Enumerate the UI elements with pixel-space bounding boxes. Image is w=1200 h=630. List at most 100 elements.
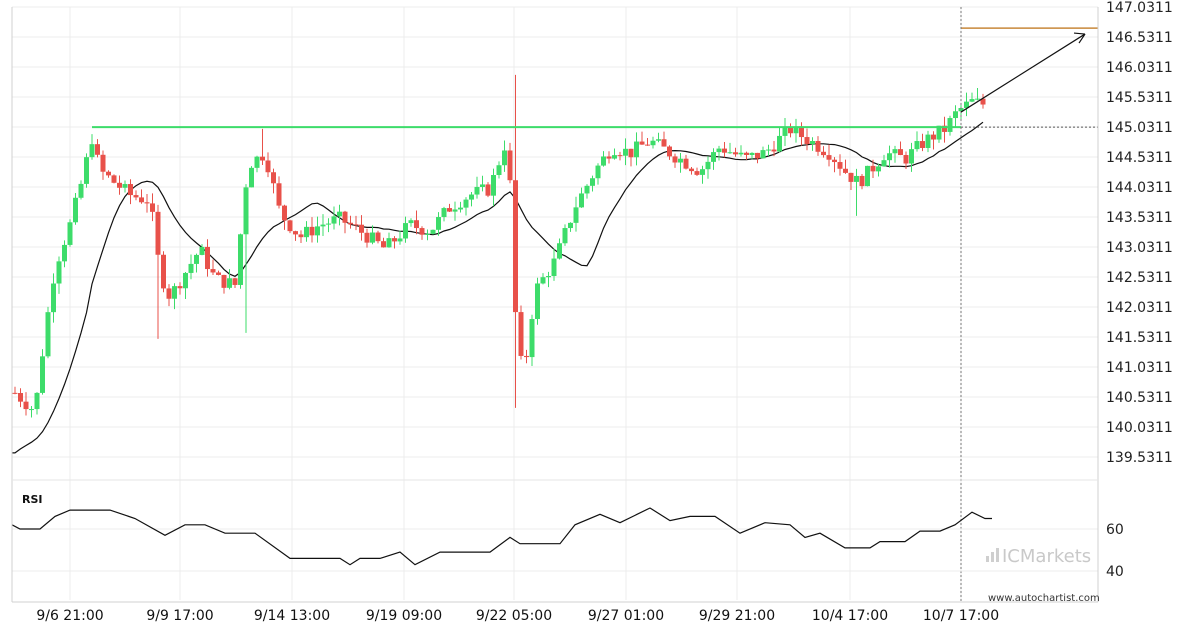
candle-body	[529, 319, 535, 358]
x-tick-label: 9/19 09:00	[366, 608, 442, 624]
candle-body	[623, 148, 628, 156]
candle-body	[903, 155, 909, 164]
candle-body	[282, 205, 287, 221]
candle-body	[480, 184, 485, 187]
candle-body	[447, 208, 452, 212]
candle-body	[34, 392, 40, 410]
forecast-arrow	[960, 33, 1086, 113]
candle-body	[898, 149, 903, 156]
y-tick-label: 145.0311	[1106, 120, 1173, 136]
candle-body	[551, 258, 557, 276]
candle-body	[590, 178, 595, 186]
candle-body	[672, 156, 678, 163]
candle-body	[155, 211, 161, 255]
candle-body	[821, 151, 826, 156]
candle-body	[56, 261, 62, 284]
candle-body	[584, 185, 590, 194]
candle-body	[452, 209, 458, 212]
candle-body	[788, 126, 793, 134]
candle-body	[485, 184, 491, 196]
candle-body	[386, 238, 392, 248]
candle-body	[381, 241, 386, 248]
candle-body	[177, 286, 183, 289]
candle-body	[793, 126, 799, 134]
candle-body	[557, 243, 562, 259]
candle-body	[887, 153, 892, 161]
candle-body	[980, 98, 986, 105]
candle-body	[513, 180, 518, 313]
rsi-label: RSI	[22, 493, 43, 506]
logo-text: ICMarkets	[1002, 546, 1091, 567]
y-tick-label: 144.0311	[1106, 180, 1173, 196]
candle-body	[727, 152, 733, 154]
candle-body	[942, 125, 947, 132]
candle-body	[51, 283, 56, 313]
candle-body	[326, 223, 331, 225]
candle-body	[271, 172, 276, 184]
candle-body	[975, 98, 980, 100]
candle-body	[78, 183, 84, 198]
candle-body	[150, 203, 155, 212]
candle-body	[304, 226, 309, 238]
candle-body	[881, 160, 887, 167]
candle-body	[84, 157, 89, 184]
candle-body	[243, 187, 249, 235]
candle-body	[122, 184, 128, 188]
candle-body	[139, 197, 144, 203]
candle-body	[29, 409, 34, 411]
candle-body	[183, 272, 188, 289]
candle-body	[859, 175, 865, 187]
candle-body	[925, 134, 931, 148]
x-tick-label: 9/27 01:00	[588, 608, 664, 624]
candle-body	[128, 184, 133, 196]
candle-body	[265, 160, 271, 173]
moving-average-line	[12, 121, 984, 454]
candle-body	[337, 211, 342, 217]
candle-body	[749, 152, 755, 155]
candle-body	[458, 207, 463, 210]
candle-body	[815, 141, 821, 152]
candle-body	[205, 246, 210, 270]
candle-body	[463, 199, 469, 208]
candle-body	[293, 231, 298, 235]
candle-body	[667, 146, 672, 157]
candle-body	[298, 234, 304, 238]
candle-body	[276, 183, 282, 206]
candle-body	[700, 169, 705, 175]
candle-body	[639, 141, 645, 145]
candle-body	[683, 158, 689, 169]
candle-body	[694, 171, 700, 175]
candle-body	[722, 148, 727, 153]
candle-body	[507, 150, 513, 181]
y-tick-label: 142.0311	[1106, 300, 1173, 316]
candle-body	[661, 139, 667, 147]
candle-body	[771, 149, 777, 152]
levels-layer	[92, 7, 1098, 602]
candle-body	[364, 232, 370, 243]
y-tick-label: 146.0311	[1106, 60, 1173, 76]
candle-body	[491, 175, 496, 196]
candle-body	[95, 144, 100, 155]
candle-body	[254, 156, 260, 168]
candle-body	[870, 165, 876, 172]
candle-body	[777, 135, 782, 152]
y-tick-label: 147.0311	[1106, 0, 1173, 16]
candle-body	[810, 141, 815, 145]
y-tick-label: 144.5311	[1106, 150, 1173, 166]
candle-body	[617, 155, 623, 157]
candle-body	[936, 125, 942, 140]
candle-body	[348, 222, 353, 225]
moving-average-layer	[12, 121, 984, 454]
candle-body	[73, 197, 78, 223]
y-tick-label: 139.5311	[1106, 450, 1173, 466]
candle-body	[353, 224, 359, 226]
candle-body	[359, 224, 364, 233]
candle-body	[436, 217, 441, 230]
candle-body	[909, 149, 914, 164]
candle-body	[540, 277, 546, 284]
candle-body	[826, 155, 832, 160]
axes-layer: 147.0311 146.5311 146.0311 145.5311 145.0311…	[11, 0, 1173, 624]
candle-body	[210, 269, 216, 273]
candle-body	[161, 254, 166, 289]
candle-body	[419, 228, 425, 235]
